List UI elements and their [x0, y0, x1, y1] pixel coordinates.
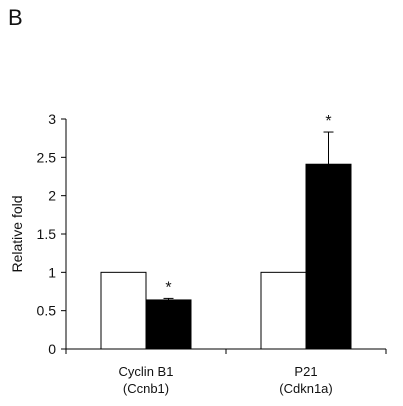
- bar: [100, 271, 147, 350]
- y-axis: 0 0.5 1 1.5 2 2.5 3: [37, 111, 67, 357]
- y-tick-label: 1.5: [37, 226, 57, 242]
- x-category-sublabel: (Ccnb1): [123, 381, 169, 396]
- significance-marker: *: [325, 113, 331, 130]
- y-tick-label: 1: [48, 264, 56, 280]
- y-tick-label: 3: [48, 111, 56, 127]
- y-tick-label: 0.5: [37, 303, 57, 319]
- x-category-label: Cyclin B1: [119, 364, 174, 379]
- x-axis: [65, 348, 387, 354]
- x-category-label: P21: [294, 364, 317, 379]
- bars: **: [100, 113, 352, 350]
- bar: [145, 299, 192, 350]
- panel-label: B: [8, 5, 23, 30]
- y-tick-label: 2: [48, 188, 56, 204]
- y-tick-label: 0: [48, 341, 56, 357]
- bar: [305, 163, 352, 350]
- significance-marker: *: [165, 279, 171, 296]
- category-labels: Cyclin B1 (Ccnb1) P21 (Cdkn1a): [119, 364, 333, 396]
- bar: [260, 271, 307, 350]
- y-axis-label: Relative fold: [9, 195, 25, 272]
- y-tick-label: 2.5: [37, 149, 57, 165]
- x-category-sublabel: (Cdkn1a): [279, 381, 332, 396]
